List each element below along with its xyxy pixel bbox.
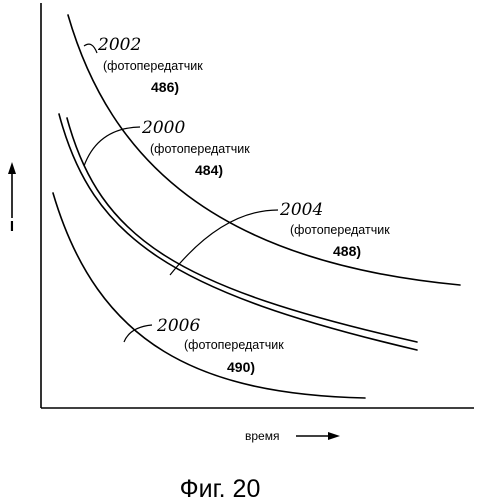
y-axis-arrow-head <box>8 162 16 174</box>
label-2006: (фотопередатчик <box>184 338 284 352</box>
figure-caption: Фиг. 20 <box>180 475 261 500</box>
label-2000: (фотопередатчик <box>150 142 250 156</box>
ref-2002: 2002 <box>97 35 141 55</box>
y-axis-label: I <box>10 218 14 235</box>
number-2006: 490) <box>227 359 255 375</box>
leader-2000 <box>84 127 140 166</box>
number-2004: 488) <box>333 243 361 259</box>
x-axis-label: время <box>245 429 279 443</box>
number-2000: 484) <box>195 162 223 178</box>
x-axis-arrow-head <box>328 432 340 440</box>
ref-2000: 2000 <box>141 118 185 138</box>
ref-2004: 2004 <box>279 200 323 220</box>
number-2002: 486) <box>151 79 179 95</box>
label-2002: (фотопередатчик <box>103 59 203 73</box>
label-2004: (фотопередатчик <box>290 223 390 237</box>
ref-2006: 2006 <box>156 316 200 336</box>
leader-2002 <box>84 44 97 53</box>
curve-2002 <box>68 15 460 285</box>
